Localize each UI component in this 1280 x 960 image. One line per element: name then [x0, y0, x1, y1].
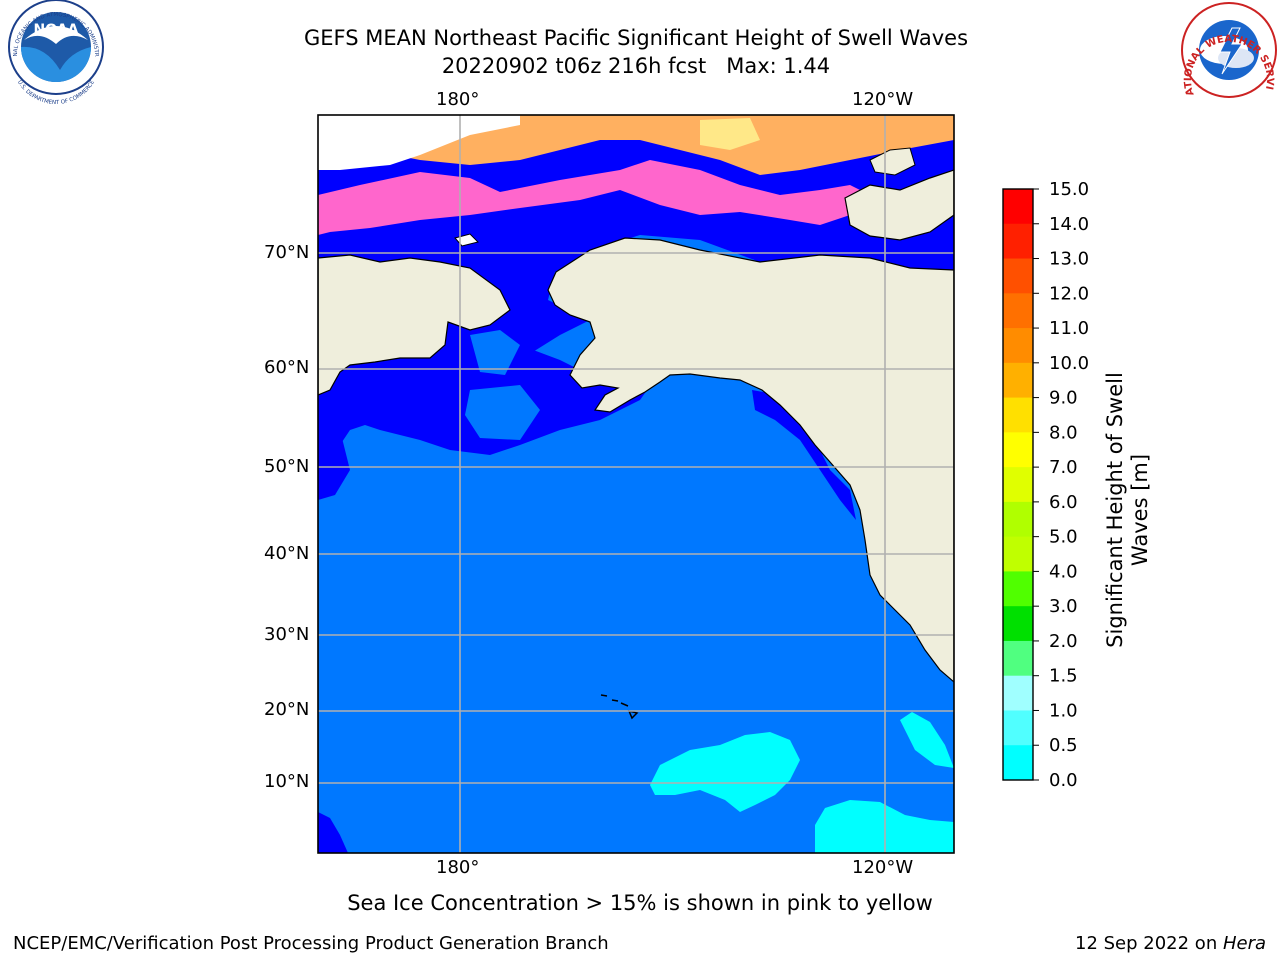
- colorbar-segment: [1003, 501, 1033, 538]
- bering-patch-2: [465, 385, 540, 440]
- colorbar-tick-label: 0.0: [1049, 770, 1078, 791]
- colorbar-segment: [1003, 536, 1033, 572]
- lat-label-70n: 70°N: [264, 242, 310, 263]
- colorbar-segment: [1003, 432, 1033, 468]
- colorbar-segment: [1003, 606, 1033, 642]
- lat-label-30n: 30°N: [264, 624, 310, 645]
- land-siberia: [318, 254, 511, 396]
- colorbar-tick-label: 8.0: [1049, 422, 1078, 443]
- colorbar-segment: [1003, 362, 1033, 399]
- colorbar-tick-label: 10.0: [1049, 353, 1089, 374]
- lat-label-20n: 20°N: [264, 699, 310, 720]
- footer-host: Hera: [1222, 933, 1266, 954]
- sea-ice-yellow-fringe: [700, 118, 760, 150]
- colorbar-tick-label: 7.0: [1049, 457, 1078, 478]
- lon-label-top-180: 180°: [436, 89, 480, 110]
- colorbar-tick-label: 6.0: [1049, 492, 1078, 513]
- colorbar-segment: [1003, 675, 1033, 711]
- colorbar-tick-label: 11.0: [1049, 318, 1089, 339]
- sea-ice-band-pink: [318, 160, 870, 235]
- swell-patch-east: [900, 712, 954, 768]
- colorbar-segment: [1003, 710, 1033, 746]
- lon-label-bottom-180: 180°: [436, 857, 480, 878]
- colorbar: 15.0 14.0 13.0 12.0 11.0 10.0 9.0 8.0 7.0 6.0 5.0 4…: [1002, 179, 1089, 791]
- map-frame: [317, 114, 955, 854]
- colorbar-label: Significant Height of Swell Waves [m]: [1103, 300, 1153, 720]
- nws-logo: NATIONAL WEATHER SERVICE: [0, 0, 1277, 98]
- colorbar-segment: [1003, 467, 1033, 503]
- colorbar-tick-label: 12.0: [1049, 283, 1089, 304]
- bering-patch-1: [470, 330, 520, 375]
- colorbar-label-line2: Waves [m]: [1128, 453, 1152, 567]
- colorbar-segment: [1003, 189, 1033, 225]
- colorbar-tick-label: 9.0: [1049, 388, 1078, 409]
- lon-label-bottom-120w: 120°W: [852, 857, 914, 878]
- lat-label-60n: 60°N: [264, 357, 310, 378]
- svg-text:NATIONAL WEATHER SERVICE: NATIONAL WEATHER SERVICE: [0, 0, 1275, 97]
- colorbar-segment: [1003, 397, 1033, 433]
- chart-title: GEFS MEAN Northeast Pacific Significant …: [303, 26, 969, 50]
- sea-ice-note: Sea Ice Concentration > 15% is shown in …: [347, 891, 933, 915]
- noaa-logo: NOAA NATIONAL OCEANIC AND ATMOSPHERIC AD…: [0, 0, 104, 106]
- lat-label-50n: 50°N: [264, 456, 310, 477]
- colorbar-segment: [1003, 328, 1033, 364]
- footer-credit: NCEP/EMC/Verification Post Processing Pr…: [13, 933, 609, 954]
- land-hawaii: [600, 694, 639, 720]
- colorbar-tick-label: 3.0: [1049, 596, 1078, 617]
- land-alaska-canada: [547, 237, 954, 683]
- colorbar-label-line1: Significant Height of Swell: [1103, 372, 1127, 648]
- colorbar-segment: [1003, 223, 1033, 260]
- land-arctic-islands: [844, 169, 954, 241]
- sea-ice-core-white: [318, 115, 520, 170]
- footer-date-text: 12 Sep 2022 on: [1075, 933, 1223, 954]
- nws-ring-text: NATIONAL WEATHER SERVICE: [0, 0, 1275, 97]
- colorbar-segment: [1003, 571, 1033, 607]
- colorbar-tick-label: 14.0: [1049, 214, 1089, 235]
- colorbar-tick-label: 1.5: [1049, 666, 1078, 687]
- colorbar-segment: [1003, 293, 1033, 329]
- colorbar-tick-label: 1.0: [1049, 700, 1078, 721]
- map-content: [318, 115, 954, 853]
- colorbar-segment: [1003, 640, 1033, 677]
- swell-patch-central: [650, 732, 800, 812]
- colorbar-tick-label: 5.0: [1049, 527, 1078, 548]
- noaa-logo-text: NOAA: [34, 22, 79, 38]
- low-swell-west: [318, 425, 350, 500]
- chart-subtitle: 20220902 t06z 216h fcst Max: 1.44: [441, 54, 831, 78]
- colorbar-segment: [1003, 258, 1033, 294]
- low-swell-sw-corner: [318, 812, 348, 853]
- lat-label-10n: 10°N: [264, 771, 310, 792]
- colorbar-tick-label: 15.0: [1049, 179, 1089, 200]
- land-islands-north: [869, 147, 916, 176]
- colorbar-tick-label: 2.0: [1049, 631, 1078, 652]
- footer-date: 12 Sep 2022 on Hera: [1075, 933, 1266, 954]
- colorbar-tick-label: 0.5: [1049, 735, 1078, 756]
- colorbar-segment: [1003, 745, 1033, 781]
- lon-label-top-120w: 120°W: [852, 89, 914, 110]
- colorbar-tick-label: 4.0: [1049, 561, 1078, 582]
- lat-label-40n: 40°N: [264, 543, 310, 564]
- colorbar-tick-label: 13.0: [1049, 249, 1089, 270]
- low-swell-alaska-coast: [752, 390, 856, 520]
- colorbar-frame: [1002, 188, 1034, 781]
- gridlines: [318, 115, 954, 853]
